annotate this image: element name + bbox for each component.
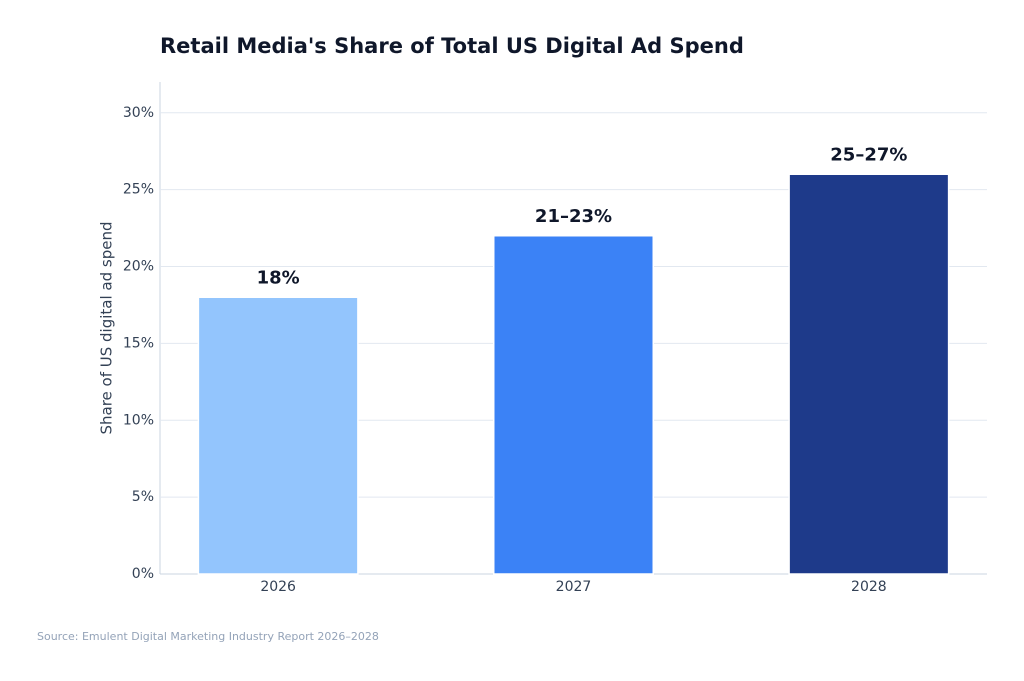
value-label: 18% — [257, 267, 300, 288]
y-tick-label: 20% — [123, 259, 154, 275]
y-tick-label: 15% — [123, 335, 154, 351]
bar — [493, 235, 654, 575]
value-label: 25–27% — [830, 144, 907, 165]
y-axis-label: Share of US digital ad spend — [98, 221, 116, 434]
chart-title: Retail Media's Share of Total US Digital… — [160, 34, 744, 58]
x-tick-label: 2026 — [260, 579, 296, 595]
bar — [197, 296, 359, 575]
y-tick-label: 30% — [123, 105, 154, 121]
bar — [788, 173, 950, 575]
y-tick-label: 25% — [123, 182, 154, 198]
y-tick-label: 5% — [132, 489, 154, 505]
x-tick-label: 2027 — [556, 579, 592, 595]
x-tick-label: 2028 — [851, 579, 887, 595]
source-note: Source: Emulent Digital Marketing Indust… — [37, 630, 379, 643]
y-tick-label: 10% — [123, 412, 154, 428]
y-tick-label: 0% — [132, 566, 154, 582]
value-label: 21–23% — [535, 206, 612, 227]
